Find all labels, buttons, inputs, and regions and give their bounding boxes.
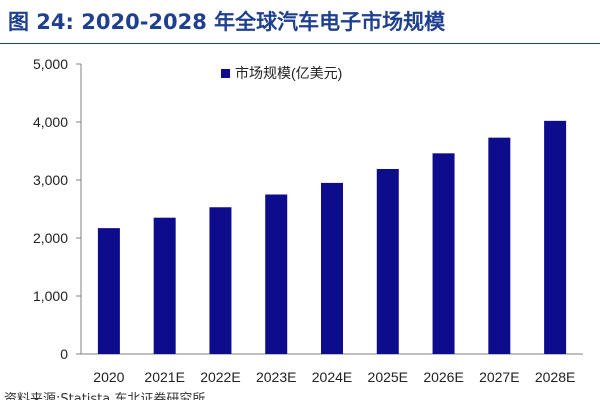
bars: [97, 120, 567, 354]
bar-2026E: [432, 153, 455, 354]
x-tick-label: 2026E: [423, 369, 463, 384]
legend-swatch: [221, 69, 230, 78]
bar-2024E: [321, 182, 343, 354]
x-tick-label: 2028E: [535, 369, 575, 384]
legend: 市场规模(亿美元): [221, 65, 342, 81]
x-tick-label: 2024E: [312, 369, 352, 384]
bar-2028E: [544, 120, 567, 354]
bar-2021E: [153, 217, 176, 354]
y-tick-label: 3,000: [33, 172, 68, 188]
bar-2025E: [376, 168, 399, 354]
x-tick-label: 2023E: [256, 369, 296, 384]
x-tick-label: 2025E: [368, 369, 408, 384]
legend-label: 市场规模(亿美元): [235, 65, 342, 81]
bar-2020: [97, 228, 120, 354]
bar-2023E: [265, 194, 288, 354]
x-tick-label: 2027E: [479, 369, 519, 384]
x-tick-label: 2020: [93, 369, 124, 384]
x-axis-labels: 2020 2021E 2022E 2023E 2024E 2025E 2026E 2027E 2…: [93, 369, 575, 384]
bar-chart: 0 1,000 2,000 3,000 4,000 5,000 2020 2021E 2022…: [33, 56, 583, 384]
y-tick-label: 5,000: [33, 56, 68, 72]
y-tick-label: 1,000: [33, 288, 68, 304]
bar-2022E: [209, 207, 232, 354]
y-tick-label: 0: [60, 346, 68, 362]
y-tick-label: 2,000: [33, 230, 68, 246]
bar-2027E: [488, 137, 511, 354]
source-note: 资料来源:Statista,东北证券研究所: [4, 392, 206, 400]
y-tick-label: 4,000: [33, 114, 68, 130]
x-tick-label: 2022E: [200, 369, 240, 384]
figure-title: 图 24: 2020-2028 年全球汽车电子市场规模: [0, 0, 600, 44]
x-tick-label: 2021E: [144, 369, 184, 384]
